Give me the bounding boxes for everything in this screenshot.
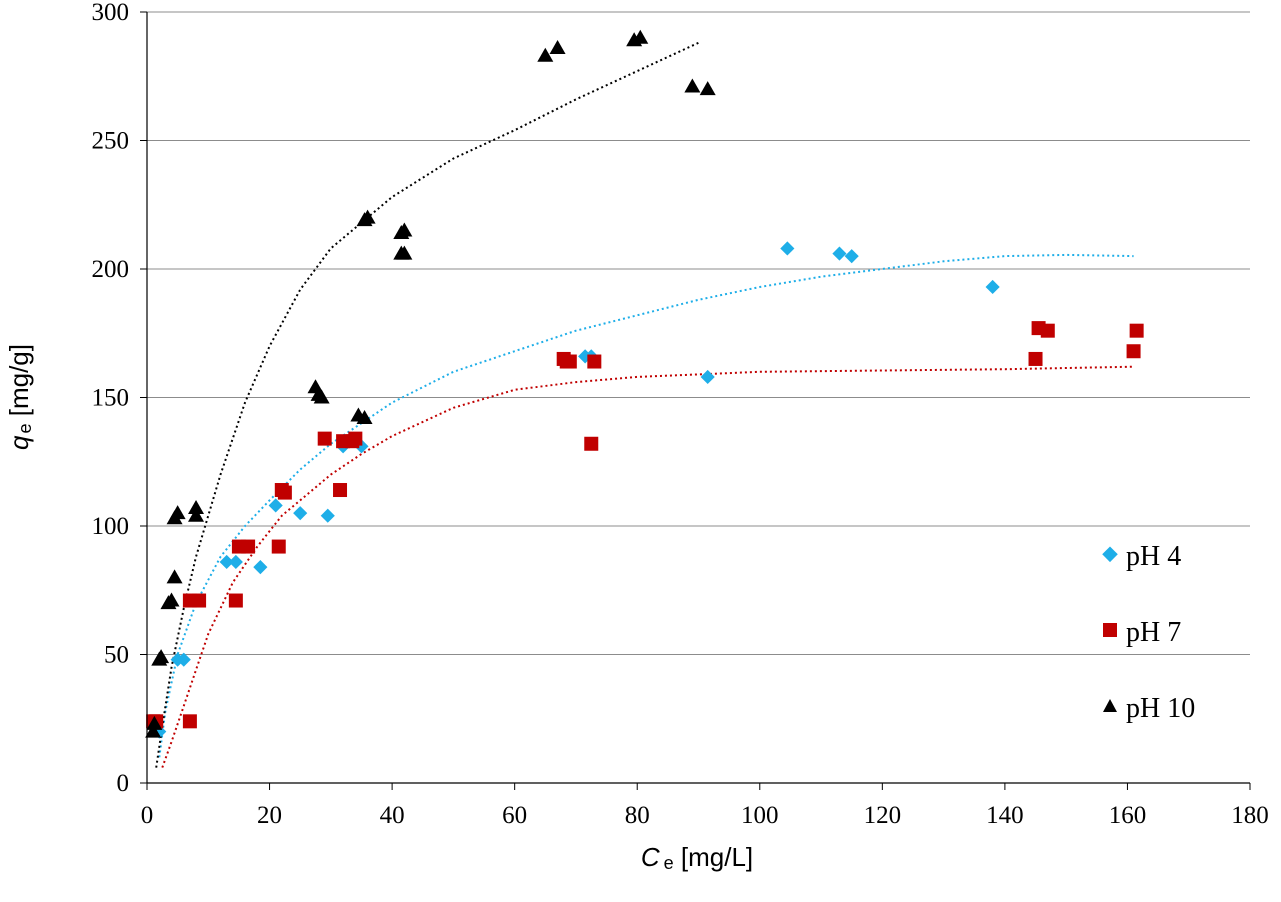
x-tick-label-40: 40 (380, 802, 405, 829)
point-ph4-14 (700, 369, 715, 385)
legend-label-ph7: pH 7 (1126, 617, 1181, 648)
point-ph7-2 (182, 714, 197, 729)
legend-label-ph10: pH 10 (1126, 693, 1195, 724)
point-ph10-15 (356, 410, 373, 425)
point-ph7-15 (348, 431, 363, 446)
point-ph4-18 (985, 279, 1000, 295)
point-ph10-1 (146, 715, 163, 730)
point-ph7-12 (333, 483, 348, 498)
point-ph7-5 (228, 593, 243, 608)
point-ph4-6 (253, 560, 268, 575)
point-ph4-8 (293, 506, 308, 521)
x-tick-label-0: 0 (141, 802, 154, 829)
legend-item-ph10: pH 10 (1103, 693, 1195, 724)
point-ph7-8 (271, 539, 286, 554)
x-tick-label-160: 160 (1109, 802, 1147, 829)
point-ph7-7 (241, 539, 256, 554)
point-ph10-27 (699, 81, 716, 96)
fit-curve-ph4 (158, 253, 1134, 758)
point-ph7-25 (1129, 323, 1144, 338)
point-ph7-10 (277, 485, 292, 500)
point-ph10-13 (313, 389, 330, 404)
point-ph4-4 (219, 554, 234, 570)
legend-label-ph4: pH 4 (1126, 541, 1181, 572)
point-ph7-4 (192, 593, 207, 608)
x-tick-label-20: 20 (257, 802, 282, 829)
point-ph4-15 (780, 241, 795, 256)
y-tick-label-50: 50 (104, 642, 129, 669)
point-ph10-9 (188, 507, 205, 522)
legend-item-ph4: pH 4 (1102, 541, 1181, 572)
point-ph7-20 (587, 354, 602, 369)
y-tick-label-100: 100 (92, 513, 130, 540)
point-ph10-26 (684, 78, 701, 93)
x-tick-label-80: 80 (625, 802, 650, 829)
x-tick-label-100: 100 (741, 802, 779, 829)
point-ph4-7 (268, 498, 283, 513)
x-tick-label-140: 140 (986, 802, 1024, 829)
x-tick-label-180: 180 (1231, 802, 1269, 829)
fit-curves (155, 41, 1134, 768)
y-axis-title: qe [mg/g] (4, 344, 35, 450)
point-ph10-5 (163, 592, 180, 607)
x-tick-label-120: 120 (864, 802, 902, 829)
tick-labels: 0 50 100 150 200 250 300 0 20 40 60 80 100 120 140 160 1… (92, 0, 1269, 829)
fit-curve-ph7 (161, 365, 1134, 768)
point-ph10-8 (169, 505, 186, 520)
point-ph7-19 (584, 436, 599, 451)
data-points (145, 29, 1144, 739)
point-ph10-6 (166, 569, 183, 584)
point-ph10-17 (359, 209, 376, 224)
legend-marker-ph10 (1103, 699, 1117, 712)
point-ph10-22 (537, 47, 554, 62)
point-ph7-23 (1040, 323, 1055, 338)
point-ph4-5 (228, 554, 243, 570)
point-ph10-0 (145, 723, 162, 738)
point-ph4-16 (832, 246, 847, 261)
legend-marker-ph4 (1102, 546, 1118, 563)
point-ph10-20 (396, 222, 413, 237)
axes (140, 11, 1251, 790)
point-ph4-17 (844, 249, 859, 264)
fit-curve-ph10 (155, 41, 699, 768)
y-tick-label-0: 0 (117, 770, 130, 797)
point-ph10-3 (153, 649, 170, 664)
point-ph7-24 (1126, 344, 1141, 359)
legend-item-ph7: pH 7 (1103, 617, 1181, 648)
gridlines (147, 11, 1250, 655)
legend-marker-ph7 (1103, 623, 1117, 637)
y-tick-label-250: 250 (92, 128, 130, 155)
point-ph10-23 (549, 39, 566, 54)
point-ph10-21 (396, 245, 413, 260)
y-tick-label-150: 150 (92, 385, 130, 412)
y-tick-label-200: 200 (92, 256, 130, 283)
x-tick-label-60: 60 (502, 802, 527, 829)
point-ph4-3 (176, 652, 191, 667)
point-ph10-25 (632, 29, 649, 44)
legend: pH 4 pH 7 pH 10 (1102, 541, 1195, 724)
point-ph7-21 (1028, 351, 1043, 366)
y-tick-label-300: 300 (92, 0, 130, 26)
point-ph7-18 (562, 354, 577, 369)
point-ph10-10 (188, 500, 205, 515)
point-ph4-9 (320, 508, 335, 523)
point-ph7-11 (317, 431, 332, 446)
